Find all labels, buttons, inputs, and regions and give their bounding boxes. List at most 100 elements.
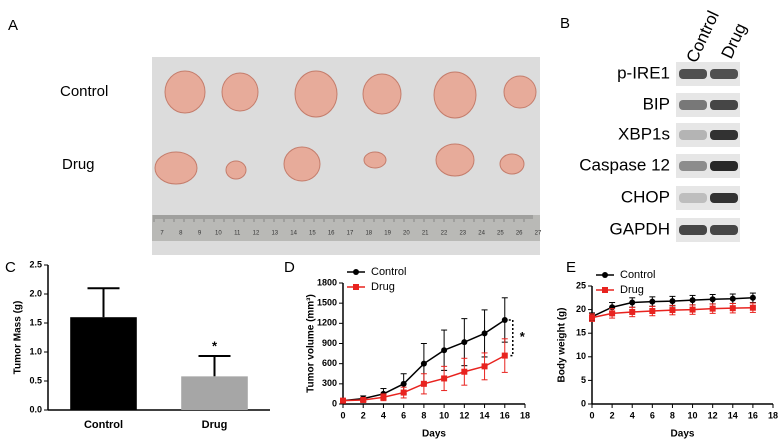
legend-marker <box>602 272 608 278</box>
y-tick-label: 0.5 <box>29 375 42 385</box>
marker <box>629 299 636 306</box>
blot-label: GAPDH <box>610 219 670 238</box>
y-tick-label: 10 <box>576 351 586 361</box>
x-axis-title: Days <box>671 429 695 440</box>
x-tick-label: 14 <box>480 410 490 420</box>
marker <box>441 347 448 354</box>
blot-band <box>679 100 707 110</box>
y-tick-label: 25 <box>576 280 586 290</box>
panel-label: C <box>5 259 16 276</box>
x-tick-label: 6 <box>401 410 406 420</box>
blot-band <box>679 69 707 79</box>
blot-band <box>710 161 738 171</box>
ruler <box>152 215 540 241</box>
marker <box>629 308 636 315</box>
y-tick-label: 300 <box>322 378 337 388</box>
blot-label: BIP <box>643 94 670 113</box>
annotation: * <box>520 329 526 344</box>
marker <box>689 306 696 313</box>
x-tick-label: 10 <box>688 410 698 420</box>
blot-band <box>679 130 707 140</box>
ruler-number: 16 <box>328 231 335 237</box>
marker <box>501 352 508 359</box>
ruler-number: 15 <box>309 231 316 237</box>
legend-label: Control <box>620 269 655 281</box>
marker <box>420 380 427 387</box>
x-tick-label: 6 <box>650 410 655 420</box>
x-tick-label: 8 <box>670 410 675 420</box>
ruler-number: 10 <box>215 231 222 237</box>
y-axis-title: Tumor Mass (g) <box>13 301 24 375</box>
marker <box>729 305 736 312</box>
significance-bracket <box>508 319 514 357</box>
marker <box>709 305 716 312</box>
row-label: Control <box>60 83 108 100</box>
tumors <box>154 70 537 185</box>
x-tick-label: 2 <box>361 410 366 420</box>
x-tick-label: 0 <box>589 410 594 420</box>
marker <box>360 396 367 403</box>
marker <box>420 360 427 367</box>
ruler-number: 11 <box>234 231 241 237</box>
ruler-number: 8 <box>179 231 183 237</box>
panel-label: E <box>566 259 576 276</box>
marker <box>749 304 756 311</box>
ruler-number: 9 <box>198 231 202 237</box>
legend-label: Drug <box>371 281 395 293</box>
x-tick-label: Control <box>84 419 123 431</box>
ruler-number: 7 <box>160 231 164 237</box>
marker <box>669 307 676 314</box>
y-tick-label: 1200 <box>317 318 337 328</box>
marker <box>649 308 656 315</box>
ruler-number: 22 <box>441 231 448 237</box>
blot-band <box>710 225 738 235</box>
y-tick-label: 1.0 <box>29 346 42 356</box>
marker <box>400 389 407 396</box>
y-tick-label: 900 <box>322 338 337 348</box>
marker <box>461 368 468 375</box>
marker <box>340 397 346 404</box>
ruler-number: 24 <box>478 231 485 237</box>
y-tick-label: 1.5 <box>29 317 42 327</box>
marker <box>709 296 716 303</box>
y-tick-label: 0 <box>332 398 337 408</box>
annotation: * <box>212 338 218 353</box>
ruler-number: 27 <box>535 231 542 237</box>
bar <box>181 376 248 410</box>
x-tick-label: 12 <box>459 410 469 420</box>
marker <box>749 294 756 301</box>
y-tick-label: 20 <box>576 304 586 314</box>
blot-band <box>710 193 738 203</box>
blot-band <box>679 161 707 171</box>
ruler-number: 13 <box>271 231 278 237</box>
legend-label: Drug <box>620 284 644 296</box>
marker <box>669 298 676 305</box>
marker <box>461 339 468 346</box>
blot-label: XBP1s <box>618 124 670 143</box>
y-tick-label: 15 <box>576 328 586 338</box>
x-tick-label: 14 <box>728 410 738 420</box>
marker <box>649 298 656 305</box>
blot-label: p-IRE1 <box>617 63 670 82</box>
y-tick-label: 2.5 <box>29 259 42 269</box>
bar <box>70 317 137 410</box>
marker <box>481 363 488 370</box>
y-tick-label: 1800 <box>317 277 337 287</box>
y-tick-label: 5 <box>581 375 586 385</box>
ruler-number: 17 <box>347 231 354 237</box>
x-tick-label: 18 <box>520 410 530 420</box>
x-tick-label: 12 <box>708 410 718 420</box>
marker <box>380 394 387 401</box>
y-tick-label: 0 <box>581 398 586 408</box>
legend-marker <box>602 287 608 293</box>
ruler-number: 12 <box>253 231 260 237</box>
ruler-number: 19 <box>384 231 391 237</box>
marker <box>729 295 736 302</box>
ruler-number: 26 <box>516 231 523 237</box>
x-tick-label: 2 <box>610 410 615 420</box>
marker <box>481 330 488 337</box>
x-tick-label: 16 <box>748 410 758 420</box>
x-tick-label: Drug <box>202 419 228 431</box>
legend-marker <box>353 269 359 275</box>
ruler-number: 23 <box>459 231 466 237</box>
